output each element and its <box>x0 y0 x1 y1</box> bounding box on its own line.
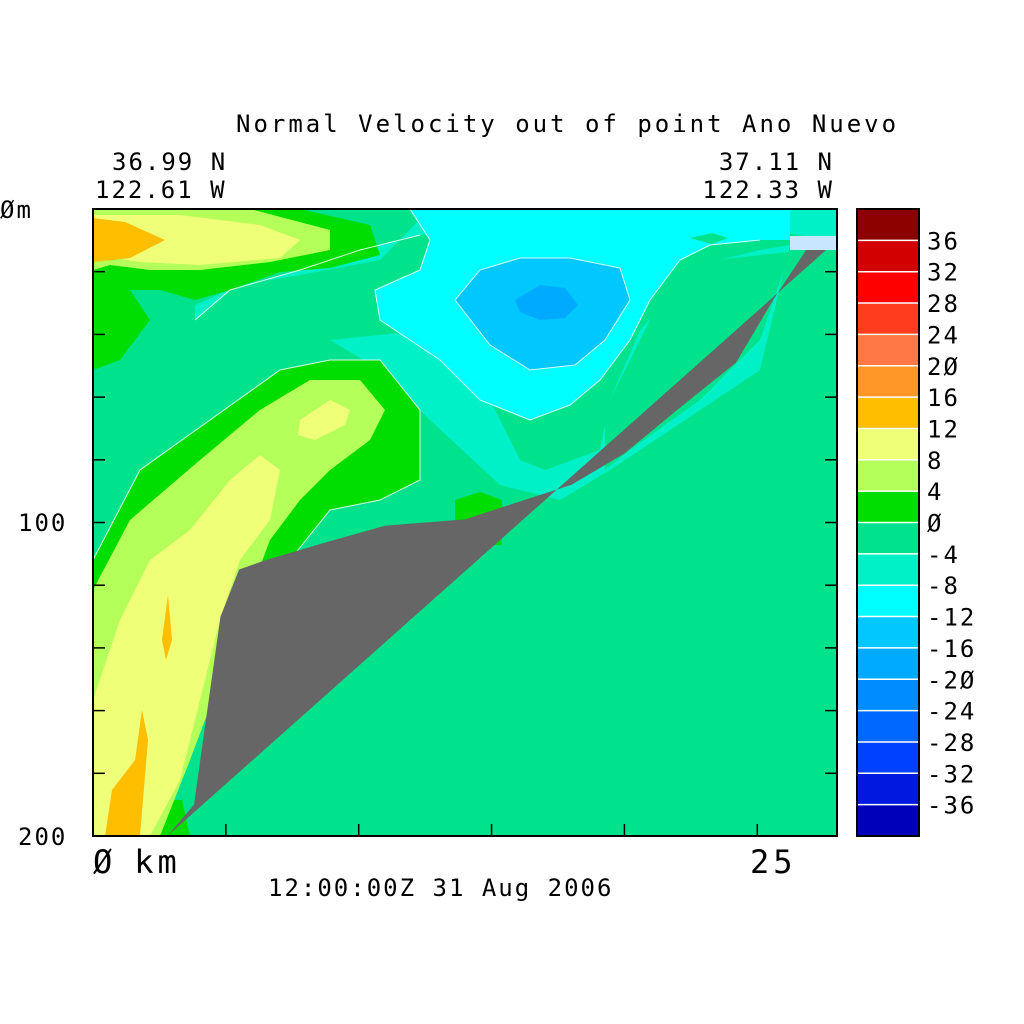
contour-neg4-patch <box>690 233 728 244</box>
x-tick-label-25: 25 <box>750 843 797 881</box>
colorbar-swatch <box>857 804 919 837</box>
contour-8 <box>93 215 350 836</box>
colorbar-swatch <box>857 365 919 398</box>
colorbar-swatch <box>857 585 919 618</box>
colorbar-label: Ø <box>927 510 943 538</box>
chart-title: Normal Velocity out of point Ano Nuevo <box>236 110 899 138</box>
colorbar-label: 8 <box>927 447 943 475</box>
colorbar-label: 32 <box>927 259 960 287</box>
colorbar-label: 24 <box>927 321 960 349</box>
colorbar-label: -8 <box>927 572 960 600</box>
colorbar-label: -32 <box>927 760 976 788</box>
colorbar-swatch <box>857 491 919 523</box>
colorbar-label: -4 <box>927 541 960 569</box>
colorbar-swatch <box>857 303 919 335</box>
colorbar-labels: -36 -32 -28 -24 -2Ø -16 -12 -8 -4 Ø 4 8 12 16 2Ø 24 28 32… <box>927 227 976 820</box>
contour-0 <box>93 209 502 836</box>
colorbar-label: -28 <box>927 729 976 757</box>
colorbar <box>857 209 919 837</box>
colorbar-swatch <box>857 271 919 304</box>
seafloor-bathymetry <box>167 240 837 836</box>
colorbar-swatch <box>857 428 919 461</box>
axis-ticks <box>92 208 837 837</box>
colorbar-label: -36 <box>927 792 976 820</box>
left-lat-label: 36.99 N <box>112 148 227 176</box>
colorbar-label: -12 <box>927 604 976 632</box>
colorbar-label: -24 <box>927 698 976 726</box>
shallow-cell <box>790 236 837 250</box>
colorbar-swatch <box>857 710 919 743</box>
y-tick-label-100: 100 <box>18 509 67 537</box>
colorbar-swatch <box>857 647 919 680</box>
colorbar-swatch <box>857 616 919 649</box>
colorbar-label: 4 <box>927 478 943 506</box>
colorbar-label: 36 <box>927 227 960 255</box>
y-tick-label-200: 200 <box>18 823 67 851</box>
colorbar-label: -2Ø <box>927 666 976 694</box>
colorbar-swatch <box>857 240 919 273</box>
contour-neg20 <box>515 285 578 320</box>
contour-lines <box>93 209 761 600</box>
colorbar-swatch <box>857 679 919 712</box>
colorbar-swatch <box>857 209 919 241</box>
right-lon-label: 122.33 W <box>702 176 834 204</box>
colorbar-label: 12 <box>927 415 960 443</box>
colorbar-swatch <box>857 741 919 774</box>
colorbar-label: 28 <box>927 290 960 318</box>
colorbar-swatch <box>857 773 919 806</box>
colorbar-label: 2Ø <box>927 353 960 381</box>
right-lat-label: 37.11 N <box>719 148 834 176</box>
colorbar-swatch <box>857 553 919 586</box>
contour-field <box>93 209 837 836</box>
colorbar-label: 16 <box>927 384 960 412</box>
left-lon-label: 122.61 W <box>95 176 227 204</box>
y-tick-label-0: Øm <box>0 196 33 224</box>
colorbar-frame <box>856 208 920 837</box>
time-label: 12:00:00Z 31 Aug 2006 <box>268 874 613 902</box>
colorbar-swatch <box>857 397 919 429</box>
colorbar-label: -16 <box>927 635 976 663</box>
colorbar-swatch <box>857 334 919 367</box>
colorbar-swatch <box>857 522 919 555</box>
colorbar-swatch <box>857 459 919 492</box>
